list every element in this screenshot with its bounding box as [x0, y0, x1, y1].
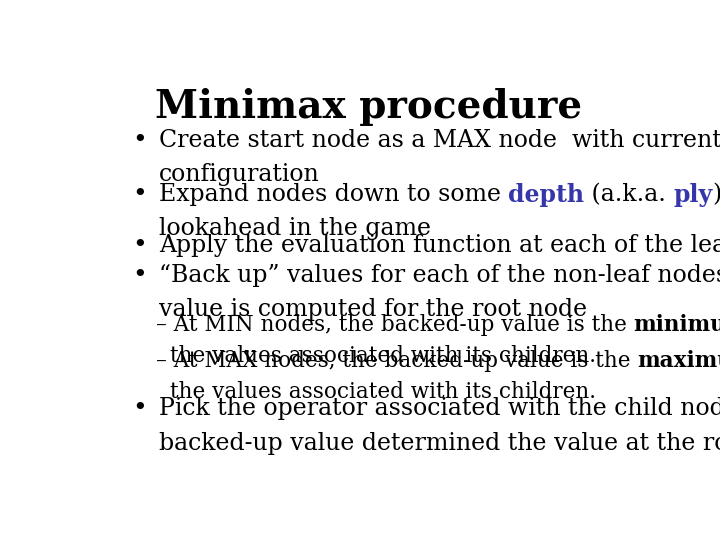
Text: (a.k.a.: (a.k.a. [584, 183, 673, 206]
Text: minimum: minimum [634, 314, 720, 336]
Text: – At MIN nodes, the backed-up value is the: – At MIN nodes, the backed-up value is t… [156, 314, 634, 336]
Text: Expand nodes down to some: Expand nodes down to some [158, 183, 508, 206]
Text: the values associated with its children.: the values associated with its children. [170, 381, 595, 403]
Text: •: • [132, 183, 147, 206]
Text: •: • [132, 397, 147, 421]
Text: Create start node as a MAX node  with current board: Create start node as a MAX node with cur… [158, 129, 720, 152]
Text: – At MAX nodes, the backed-up value is the: – At MAX nodes, the backed-up value is t… [156, 350, 637, 372]
Text: the values associated with its children.: the values associated with its children. [170, 345, 595, 367]
Text: Apply the evaluation function at each of the leaf nodes: Apply the evaluation function at each of… [158, 234, 720, 256]
Text: ) of: ) of [713, 183, 720, 206]
Text: configuration: configuration [158, 163, 320, 186]
Text: Minimax procedure: Minimax procedure [156, 87, 582, 126]
Text: •: • [132, 234, 147, 256]
Text: backed-up value determined the value at the root: backed-up value determined the value at … [158, 431, 720, 455]
Text: depth: depth [508, 183, 584, 207]
Text: ply: ply [673, 183, 713, 207]
Text: maximum: maximum [637, 350, 720, 372]
Text: •: • [132, 129, 147, 152]
Text: “Back up” values for each of the non-leaf nodes until a: “Back up” values for each of the non-lea… [158, 264, 720, 287]
Text: Pick the operator associated with the child node whose: Pick the operator associated with the ch… [158, 397, 720, 421]
Text: value is computed for the root node: value is computed for the root node [158, 298, 587, 321]
Text: lookahead in the game: lookahead in the game [158, 218, 431, 240]
Text: •: • [132, 264, 147, 287]
